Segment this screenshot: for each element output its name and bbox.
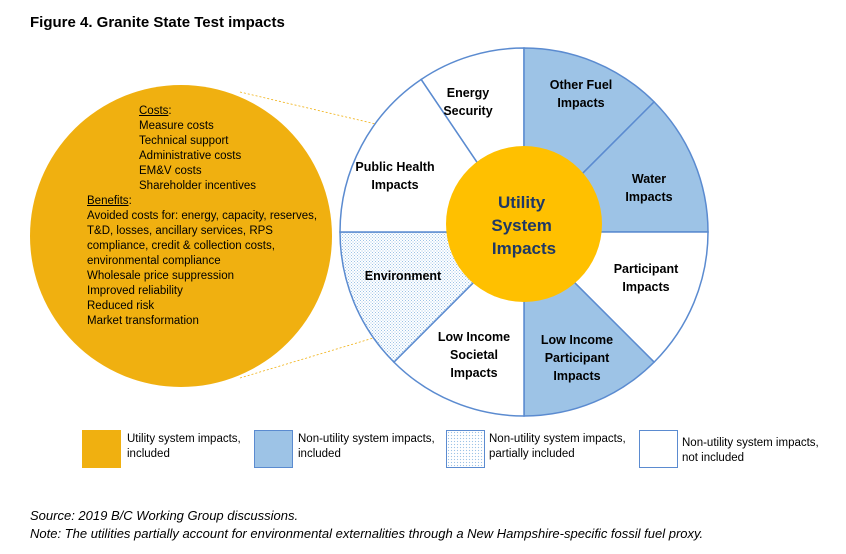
legend-swatch-partial — [446, 430, 485, 468]
segment-label-environment: Environment — [365, 269, 442, 283]
legend-swatch-included — [254, 430, 293, 468]
benefits-header: Benefits — [87, 195, 129, 207]
figure-title: Figure 4. Granite State Test impacts — [30, 14, 285, 31]
benefit-item: environmental compliance — [87, 255, 221, 267]
costs-header: Costs — [139, 105, 169, 117]
benefit-item: Wholesale price suppression — [87, 270, 235, 282]
segment-label-energy-security: Energy Security — [443, 86, 492, 118]
left-circle-text: Costs: Measure costs Technical support A… — [87, 105, 318, 327]
footnote: Note: The utilities partially account fo… — [30, 526, 704, 541]
benefit-item: Market transformation — [87, 315, 199, 327]
benefit-item: compliance, credit & collection costs, — [87, 240, 275, 252]
cost-item: Measure costs — [139, 120, 214, 132]
cost-item: Technical support — [139, 135, 229, 147]
legend-swatch-not-included — [639, 430, 678, 468]
benefit-item: T&D, losses, ancillary services, RPS — [87, 225, 273, 237]
source-note: Source: 2019 B/C Working Group discussio… — [30, 508, 299, 523]
cost-item: Administrative costs — [139, 150, 242, 162]
utility-impacts-circle — [30, 85, 332, 387]
cost-item: EM&V costs — [139, 165, 202, 177]
legend-label-included: Non-utility system impacts, included — [298, 433, 435, 460]
center-label: Utility System Impacts — [491, 193, 556, 258]
legend-label-partial: Non-utility system impacts, partially inc… — [489, 433, 626, 460]
legend-swatch-utility — [82, 430, 121, 468]
legend-label-not-included: Non-utility system impacts, not included — [682, 437, 819, 464]
segment-label-other-fuel-impacts: Other Fuel Impacts — [550, 78, 613, 110]
cost-item: Shareholder incentives — [139, 180, 256, 192]
segment-label-water-impacts: Water Impacts — [625, 172, 672, 204]
segment-label-participant-impacts: Participant Impacts — [614, 262, 679, 294]
benefit-item: Reduced risk — [87, 300, 155, 312]
benefit-item: Avoided costs for: energy, capacity, res… — [87, 210, 318, 222]
segment-label-low-income-participant-impacts: Low Income Participant Impacts — [541, 333, 613, 383]
connector-line-bottom — [239, 299, 501, 379]
legend-label-utility: Utility system impacts, included — [127, 433, 241, 460]
center-circle — [446, 146, 602, 302]
benefit-item: Improved reliability — [87, 285, 183, 297]
segment-label-low-income-societal-impacts: Low Income Societal Impacts — [438, 330, 510, 380]
segment-label-public-health-impacts: Public Health Impacts — [355, 160, 434, 192]
